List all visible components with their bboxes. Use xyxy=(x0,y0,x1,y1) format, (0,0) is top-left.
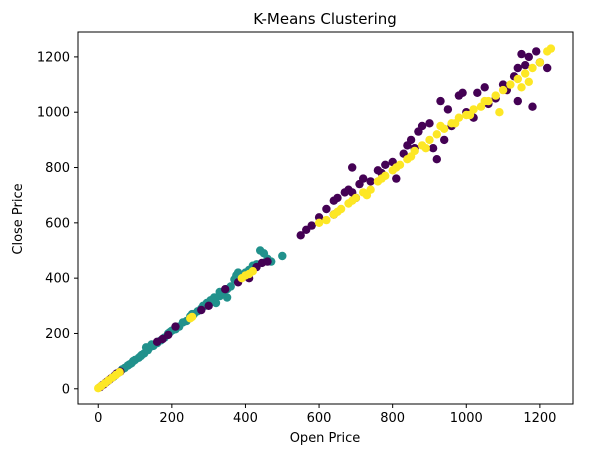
data-point xyxy=(333,207,342,216)
data-point xyxy=(322,204,331,214)
data-point xyxy=(421,144,430,153)
data-point xyxy=(221,285,230,294)
data-point xyxy=(362,191,372,200)
data-point xyxy=(513,96,522,106)
data-point xyxy=(406,135,416,145)
data-point xyxy=(498,85,508,95)
data-point xyxy=(432,155,441,164)
y-tick-label: 600 xyxy=(45,216,70,231)
y-axis-ticks: 0 200 400 600 800 1000 1200 xyxy=(37,50,78,397)
data-point xyxy=(432,130,441,139)
data-point xyxy=(480,96,489,106)
data-point xyxy=(517,49,526,59)
data-point xyxy=(392,174,401,183)
x-tick-label: 600 xyxy=(307,411,332,426)
data-point xyxy=(521,60,530,70)
x-tick-label: 0 xyxy=(94,411,102,426)
data-point xyxy=(377,174,386,183)
x-axis-ticks: 0 200 400 600 800 1000 1200 xyxy=(94,404,556,426)
data-point xyxy=(443,105,453,114)
data-point xyxy=(178,318,188,327)
data-point xyxy=(535,58,545,67)
data-point xyxy=(278,251,287,261)
data-point xyxy=(263,257,272,266)
data-point xyxy=(513,63,522,73)
y-axis-label: Close Price xyxy=(11,183,26,254)
data-point xyxy=(528,102,537,111)
data-point xyxy=(187,312,197,322)
data-point xyxy=(513,74,522,84)
data-point xyxy=(524,77,533,87)
y-tick-label: 400 xyxy=(45,272,70,287)
data-point xyxy=(136,352,145,361)
data-point xyxy=(417,121,427,131)
chart-title: K-Means Clustering xyxy=(253,10,397,28)
data-point xyxy=(348,163,357,172)
data-point xyxy=(528,63,537,73)
data-point xyxy=(543,63,552,73)
data-point xyxy=(322,215,331,225)
data-point xyxy=(425,119,434,128)
data-point xyxy=(171,322,180,331)
data-point xyxy=(348,196,357,205)
x-tick-label: 1200 xyxy=(523,411,556,426)
data-point xyxy=(440,135,449,145)
data-point xyxy=(546,44,556,53)
data-point xyxy=(164,330,173,340)
data-point xyxy=(436,121,445,131)
data-point xyxy=(465,110,475,120)
data-point xyxy=(222,293,232,302)
data-point xyxy=(359,174,368,183)
data-point xyxy=(366,177,375,186)
data-point xyxy=(524,52,533,62)
data-point xyxy=(480,83,489,92)
data-point xyxy=(333,193,342,203)
y-tick-label: 0 xyxy=(62,382,70,397)
data-point xyxy=(458,88,467,98)
x-tick-label: 400 xyxy=(233,411,258,426)
data-point xyxy=(436,96,445,106)
x-tick-label: 800 xyxy=(380,411,405,426)
data-point xyxy=(495,108,504,117)
plot-frame xyxy=(77,31,574,405)
data-point xyxy=(473,88,482,98)
data-point xyxy=(392,163,401,172)
x-axis-label: Open Price xyxy=(290,431,361,446)
x-tick-label: 200 xyxy=(159,411,184,426)
data-point xyxy=(204,301,213,310)
y-tick-label: 200 xyxy=(45,327,70,342)
data-point xyxy=(314,218,324,227)
data-point xyxy=(125,360,134,369)
y-tick-label: 1000 xyxy=(37,106,70,121)
data-point xyxy=(451,119,460,128)
data-point xyxy=(296,231,305,240)
data-point xyxy=(381,160,390,169)
data-point xyxy=(428,144,438,153)
data-point xyxy=(197,305,206,315)
x-tick-label: 1000 xyxy=(450,411,483,426)
data-point xyxy=(532,47,541,56)
data-points xyxy=(94,44,556,393)
data-point xyxy=(491,91,500,100)
y-tick-label: 800 xyxy=(45,161,70,176)
data-point xyxy=(141,343,151,352)
data-point xyxy=(506,80,515,89)
data-point xyxy=(521,69,530,78)
y-tick-label: 1200 xyxy=(37,50,70,65)
data-point xyxy=(307,221,316,230)
data-point xyxy=(425,135,434,145)
data-point xyxy=(517,83,526,92)
data-point xyxy=(406,152,416,161)
data-point xyxy=(248,267,257,276)
data-point xyxy=(115,368,124,377)
